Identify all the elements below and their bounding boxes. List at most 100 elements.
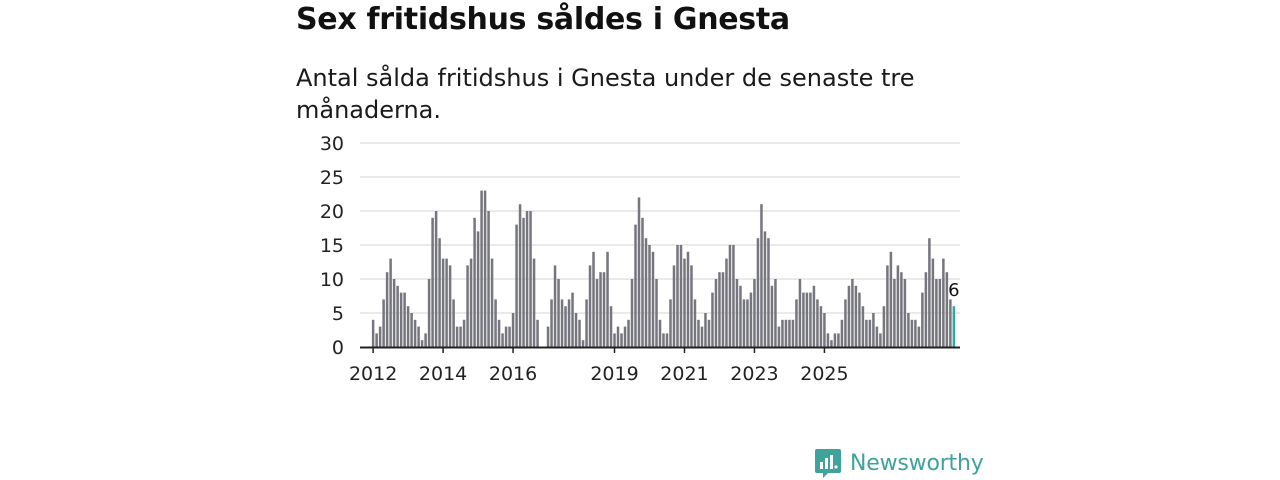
bar	[882, 306, 886, 347]
bar	[536, 319, 539, 347]
bar	[819, 306, 823, 347]
bar	[655, 279, 658, 347]
bar	[396, 285, 399, 347]
bar	[595, 279, 599, 347]
bar	[942, 258, 945, 347]
bar	[697, 319, 700, 347]
bar	[886, 265, 889, 347]
bar	[382, 299, 385, 347]
bar	[518, 204, 522, 347]
bar	[774, 279, 777, 347]
bar	[553, 265, 557, 347]
bar	[578, 319, 581, 347]
bar	[403, 292, 406, 347]
bar	[564, 306, 567, 347]
bar	[483, 190, 487, 347]
bar	[742, 299, 746, 347]
bar	[690, 265, 693, 347]
bar	[812, 285, 816, 347]
y-tick-label: 25	[320, 167, 344, 189]
bar	[872, 313, 875, 347]
bar	[739, 285, 742, 347]
bar	[889, 251, 893, 347]
bar	[823, 313, 826, 347]
bar	[669, 299, 672, 347]
bar	[809, 292, 812, 347]
bar	[399, 292, 403, 347]
bar	[693, 299, 697, 347]
bar	[781, 319, 784, 347]
bar	[893, 279, 896, 347]
bar	[431, 217, 434, 347]
bar	[949, 299, 952, 347]
bar	[662, 333, 665, 347]
bar	[406, 306, 410, 347]
bar	[557, 279, 560, 347]
bar	[676, 245, 679, 347]
bar	[770, 285, 774, 347]
bar	[746, 299, 749, 347]
bar	[854, 285, 858, 347]
bar	[413, 319, 417, 347]
bar	[753, 279, 756, 347]
y-tick-label: 0	[332, 337, 344, 359]
bar	[903, 279, 907, 347]
bar	[574, 313, 578, 347]
bar	[935, 279, 938, 347]
bar	[721, 272, 725, 347]
bar	[704, 313, 707, 347]
chart-title: Sex fritidshus såldes i Gnesta	[296, 2, 790, 37]
bar	[784, 319, 788, 347]
bar	[371, 319, 375, 347]
bar	[900, 272, 903, 347]
bar	[571, 292, 574, 347]
bar	[546, 326, 550, 347]
bar	[665, 333, 669, 347]
bar	[609, 306, 613, 347]
bars	[371, 190, 956, 347]
bar	[508, 326, 511, 347]
x-tick-label: 2025	[800, 363, 848, 385]
bar	[931, 258, 935, 347]
bar	[420, 340, 424, 347]
bar	[725, 258, 728, 347]
bar	[515, 224, 518, 347]
bar	[550, 299, 553, 347]
bar	[735, 279, 739, 347]
y-axis-tick-labels: 0 5 10 15 20 25 30	[320, 133, 344, 359]
bar	[732, 245, 735, 347]
bar	[441, 258, 445, 347]
bar	[686, 251, 690, 347]
bar	[837, 333, 840, 347]
bar	[763, 231, 767, 347]
bar	[567, 299, 571, 347]
bar	[907, 313, 910, 347]
bar	[658, 319, 662, 347]
bar	[560, 299, 564, 347]
bar	[795, 299, 798, 347]
bar	[917, 326, 921, 347]
bar	[802, 292, 805, 347]
bar	[627, 319, 630, 347]
bar	[921, 292, 924, 347]
newsworthy-logo: Newsworthy	[814, 446, 984, 480]
bar	[865, 319, 868, 347]
bar	[522, 217, 525, 347]
bar	[945, 272, 949, 347]
bar	[585, 299, 588, 347]
y-tick-label: 20	[320, 201, 344, 223]
y-tick-label: 10	[320, 269, 344, 291]
bar	[448, 265, 452, 347]
bar	[756, 238, 760, 347]
bar	[427, 279, 431, 347]
bar	[749, 292, 753, 347]
bar	[826, 333, 830, 347]
bar	[581, 340, 585, 347]
bar	[487, 211, 490, 347]
x-axis-tick-labels: 2012 2014 2016 2019 2021 2023 2025	[349, 347, 849, 385]
bar	[634, 224, 637, 347]
newsworthy-logo-text: Newsworthy	[850, 450, 984, 476]
bar	[389, 258, 392, 347]
bar	[620, 333, 623, 347]
bar	[728, 245, 732, 347]
